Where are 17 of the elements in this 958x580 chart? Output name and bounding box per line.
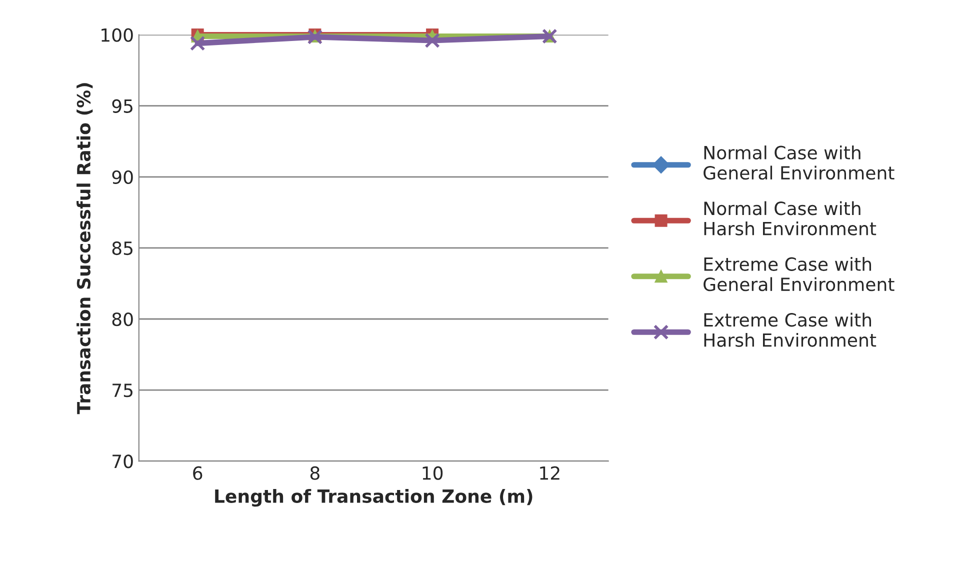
y-tick-label: 80 [112,312,133,326]
legend-label: Extreme Case with Harsh Environment [704,312,876,347]
x-tick-label: 10 [422,466,443,480]
legend-label: Normal Case with General Environment [704,145,894,180]
x-axis-title: Length of Transaction Zone (m) [215,488,532,507]
x-tick-label: 12 [540,466,560,480]
y-tick-label: 90 [112,170,133,184]
x-tick-label: 8 [310,466,320,480]
y-axis-title: Transaction Successful Ratio (%) [76,83,93,414]
y-tick-label: 100 [102,28,133,42]
x-tick-label: 6 [193,466,202,480]
legend-label: Normal Case with Harsh Environment [704,201,876,236]
legend-label: Extreme Case with General Environment [704,256,894,292]
y-tick-label: 85 [112,241,132,256]
y-tick-label: 95 [112,99,132,113]
y-tick-label: 70 [112,454,133,468]
y-tick-label: 75 [112,384,132,398]
